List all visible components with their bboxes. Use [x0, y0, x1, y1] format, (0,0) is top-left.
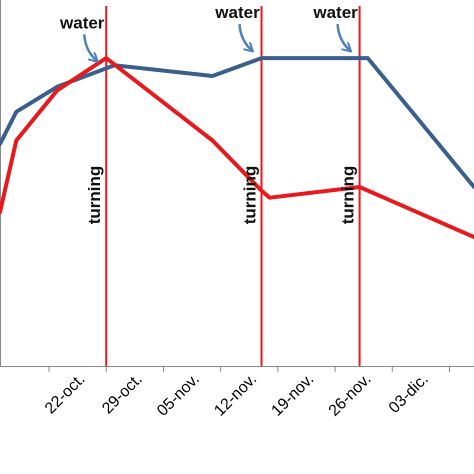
x-tick-label: 05-nov. [154, 371, 203, 420]
water-label: water [312, 3, 358, 22]
x-tick-label: 29-oct. [99, 371, 146, 418]
series-line-2 [0, 56, 474, 240]
water-arrow [336, 24, 350, 50]
turning-label: turning [339, 166, 358, 225]
x-tick-label: 19-nov. [268, 371, 317, 420]
x-tick-label: 12-nov. [211, 371, 260, 420]
x-tick-label: 26-nov. [326, 371, 375, 420]
plot-frame [0, 0, 474, 367]
x-axis-ticks [48, 366, 450, 372]
annotations: turning turning turning water water water [59, 3, 358, 224]
x-tick-label: 03-dic. [386, 371, 432, 417]
series-line-1 [0, 56, 474, 189]
water-label: water [59, 13, 105, 32]
turning-label: turning [241, 166, 260, 225]
x-axis-tick-labels: 22-oct. 29-oct. 05-nov. 12-nov. 19-nov. 26-no… [42, 371, 432, 420]
water-arrow [82, 34, 96, 60]
water-arrow [238, 24, 252, 50]
turning-label: turning [85, 166, 104, 225]
water-label: water [214, 3, 260, 22]
series-layer [0, 56, 474, 240]
x-tick-label: 22-oct. [42, 371, 89, 418]
